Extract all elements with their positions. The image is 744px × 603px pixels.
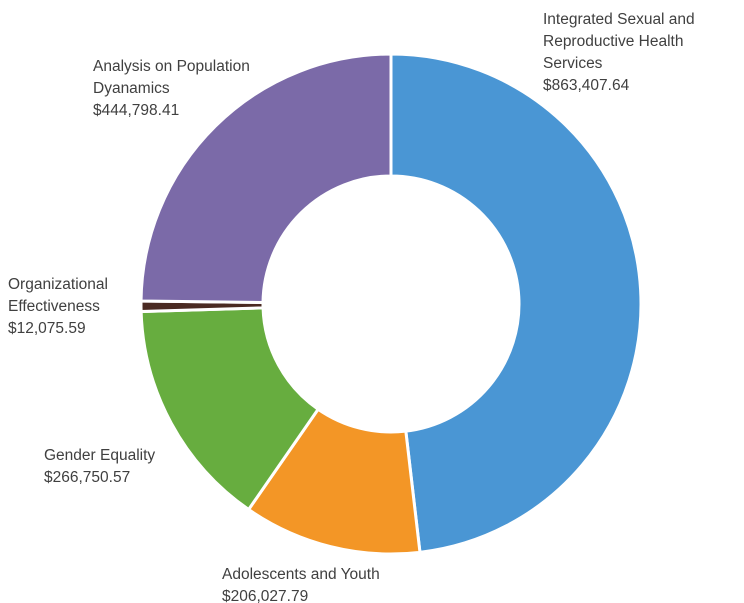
slice-label-line-3-0: Organizational: [8, 276, 108, 293]
slice-label-line-0-1: Reproductive Health: [543, 33, 683, 50]
donut-slice-0: [389, 52, 643, 554]
slice-label-4: Analysis on Population Dyanamics $444,798.…: [93, 58, 250, 119]
slice-value-1: $206,027.79: [222, 588, 308, 603]
slice-label-1: Adolescents and Youth $206,027.79: [222, 566, 380, 603]
slice-label-line-3-1: Effectiveness: [8, 298, 100, 315]
slice-label-0: Integrated Sexual and Reproductive Health…: [543, 11, 695, 94]
slice-label-line-0-0: Integrated Sexual and: [543, 11, 695, 28]
slice-label-2: Gender Equality $266,750.57: [44, 447, 155, 486]
donut-slice-2: [139, 306, 321, 512]
donut-slice-4: [139, 52, 393, 304]
slice-labels: Integrated Sexual and Reproductive Health…: [8, 11, 695, 603]
slice-label-line-4-0: Analysis on Population: [93, 58, 250, 75]
slice-label-3: Organizational Effectiveness $12,075.59: [8, 276, 108, 337]
slice-value-3: $12,075.59: [8, 320, 86, 337]
donut-slices: [139, 52, 643, 556]
slice-value-4: $444,798.41: [93, 102, 179, 119]
slice-value-2: $266,750.57: [44, 469, 130, 486]
slice-value-0: $863,407.64: [543, 77, 630, 94]
slice-label-line-4-1: Dyanamics: [93, 80, 170, 97]
slice-label-line-1-0: Adolescents and Youth: [222, 566, 380, 583]
slice-label-line-0-2: Services: [543, 55, 603, 72]
slice-label-line-2-0: Gender Equality: [44, 447, 155, 464]
